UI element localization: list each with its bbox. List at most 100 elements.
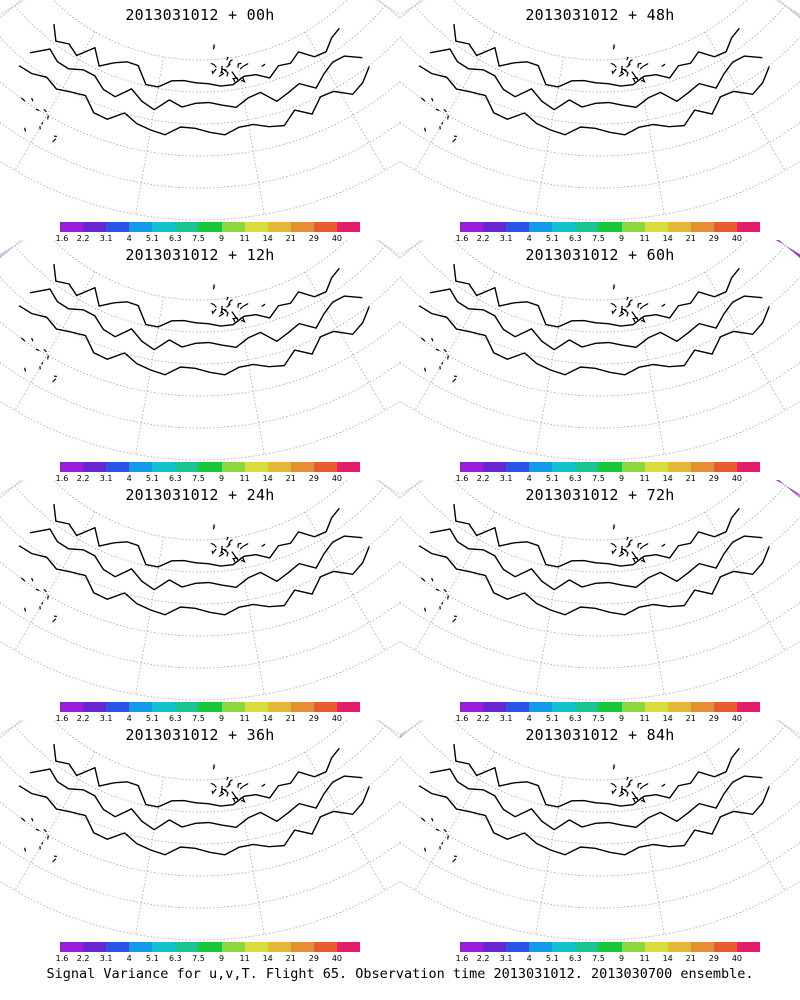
colorbar-swatch: [60, 942, 84, 952]
colorbar-swatch: [129, 942, 153, 952]
colorbar-tick-label: 4: [126, 714, 132, 723]
colorbar-swatch: [552, 462, 576, 472]
colorbar: [460, 942, 761, 952]
colorbar-swatch: [83, 942, 107, 952]
colorbar-tick-label: 4: [126, 474, 132, 483]
colorbar-tick-label: 5.1: [545, 954, 559, 963]
map-plot: [0, 240, 400, 461]
colorbar-swatch: [506, 702, 530, 712]
arctic-islands: [420, 764, 666, 863]
colorbar-swatch: [713, 702, 737, 712]
arctic-islands: [420, 44, 666, 143]
colorbar-tick-label: 29: [708, 234, 719, 243]
colorbar-swatch: [106, 942, 130, 952]
colorbar: [460, 462, 761, 472]
panel-title: 2013031012 + 24h: [125, 486, 275, 504]
colorbar-tick-label: 29: [308, 714, 319, 723]
colorbar-tick-label: 1.6: [55, 714, 69, 723]
map-plot: [0, 0, 400, 221]
colorbar-tick-label: 1.6: [55, 234, 69, 243]
colorbar-swatch: [313, 702, 337, 712]
colorbar-tick-label: 3.1: [499, 714, 513, 723]
coastlines: [418, 744, 770, 856]
colorbar-swatch: [221, 222, 245, 232]
coastlines: [18, 264, 370, 376]
colorbar: [60, 942, 361, 952]
colorbar-swatch: [106, 462, 130, 472]
coastlines: [18, 24, 370, 136]
colorbar-tick-label: 1.6: [55, 954, 69, 963]
map-panel: 2013031012 + 48h 1.6 2.2 3.1 4 5.1 6.3 7.5 9 11 14…: [400, 0, 800, 243]
colorbar-tick-label: 1.6: [455, 954, 469, 963]
figure-caption: Signal Variance for u,v,T. Flight 65. Ob…: [46, 966, 754, 982]
colorbar-tick-label: 11: [239, 474, 250, 483]
colorbar-swatch: [313, 462, 337, 472]
variance-field: [433, 5, 800, 88]
colorbar-tick-label: 14: [662, 954, 673, 963]
colorbar-swatch: [198, 702, 222, 712]
colorbar-tick-label: 5.1: [145, 474, 159, 483]
colorbar-swatch: [129, 462, 153, 472]
colorbar-swatch: [736, 942, 761, 952]
colorbar-tick-label: 3.1: [99, 234, 113, 243]
colorbar-swatch: [290, 462, 314, 472]
coastlines: [418, 504, 770, 616]
colorbar-ticks: 1.6 2.2 3.1 4 5.1 6.3 7.5 9 11 14 21 29 40: [56, 714, 360, 724]
colorbar-tick-label: 7.5: [592, 954, 605, 963]
colorbar-swatch: [713, 942, 737, 952]
colorbar-swatch: [129, 222, 153, 232]
colorbar-tick-label: 3.1: [99, 714, 113, 723]
colorbar-swatch: [690, 462, 714, 472]
colorbar-swatch: [598, 942, 622, 952]
colorbar-swatch: [106, 702, 130, 712]
colorbar-swatch: [336, 222, 361, 232]
colorbar-tick-label: 7.5: [192, 954, 205, 963]
colorbar-tick-label: 9: [618, 474, 625, 483]
colorbar-swatch: [575, 462, 599, 472]
colorbar-tick-label: 11: [239, 234, 250, 243]
colorbar: [60, 222, 361, 232]
colorbar-swatch: [598, 702, 622, 712]
colorbar-swatch: [267, 942, 291, 952]
colorbar-swatch: [129, 702, 153, 712]
colorbar-tick-label: 40: [731, 714, 743, 723]
colorbar-tick-label: 29: [708, 714, 719, 723]
colorbar-swatch: [221, 942, 245, 952]
colorbar-tick-label: 3.1: [99, 954, 113, 963]
colorbar-tick-label: 5.1: [545, 234, 559, 243]
colorbar-tick-label: 9: [618, 954, 625, 963]
colorbar-tick-label: 3.1: [499, 234, 513, 243]
colorbar-swatch: [621, 222, 645, 232]
colorbar-swatch: [198, 222, 222, 232]
colorbar-tick-label: 6.3: [569, 954, 582, 963]
colorbar-tick-label: 9: [218, 474, 225, 483]
coastlines: [418, 24, 770, 136]
colorbar-tick-label: 40: [331, 954, 343, 963]
colorbar-tick-label: 21: [685, 714, 696, 723]
colorbar-ticks: 1.6 2.2 3.1 4 5.1 6.3 7.5 9 11 14 21 29 40: [456, 714, 760, 724]
colorbar-tick-label: 7.5: [192, 234, 205, 243]
colorbar-swatch: [552, 222, 576, 232]
colorbar-swatch: [621, 702, 645, 712]
arctic-islands: [20, 44, 266, 143]
map-plot: [400, 480, 800, 701]
colorbar-swatch: [598, 462, 622, 472]
colorbar-swatch: [690, 702, 714, 712]
colorbar-tick-label: 2.2: [76, 954, 90, 963]
colorbar-tick-label: 21: [285, 474, 296, 483]
colorbar-swatch: [506, 222, 530, 232]
colorbar-swatch: [644, 462, 668, 472]
panel-title: 2013031012 + 00h: [125, 6, 275, 24]
graticule: [400, 720, 800, 941]
colorbar-ticks: 1.6 2.2 3.1 4 5.1 6.3 7.5 9 11 14 21 29 40: [56, 954, 360, 964]
colorbar-tick-label: 11: [239, 714, 250, 723]
colorbar-swatch: [460, 942, 484, 952]
colorbar-swatch: [575, 702, 599, 712]
colorbar-tick-label: 6.3: [169, 954, 182, 963]
map-plot: [400, 240, 800, 461]
graticule: [0, 480, 400, 701]
colorbar-swatch: [336, 462, 361, 472]
colorbar-tick-label: 1.6: [455, 714, 469, 723]
colorbar-swatch: [529, 702, 553, 712]
colorbar-tick-label: 2.2: [476, 954, 490, 963]
